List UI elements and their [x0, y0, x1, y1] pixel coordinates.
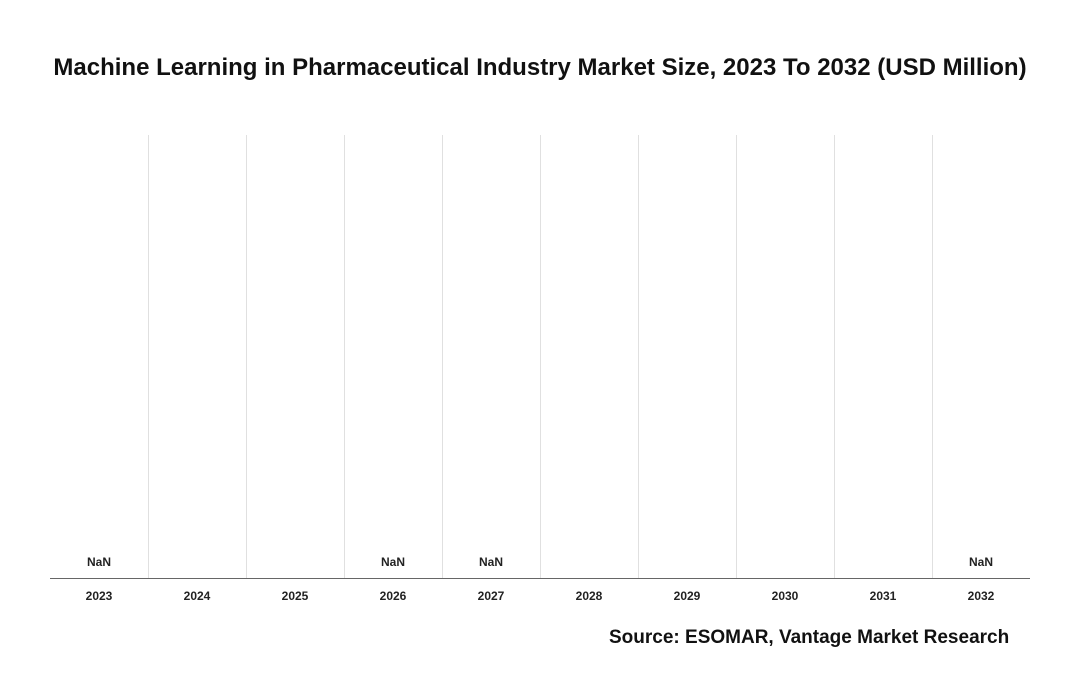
grid-line — [246, 135, 247, 578]
grid-line — [736, 135, 737, 578]
grid-line — [540, 135, 541, 578]
x-tick-label: 2026 — [380, 589, 407, 603]
x-tick-label: 2030 — [772, 589, 799, 603]
x-tick-label: 2031 — [870, 589, 897, 603]
chart-title: Machine Learning in Pharmaceutical Indus… — [0, 54, 1080, 82]
grid-line — [442, 135, 443, 578]
grid-line — [638, 135, 639, 578]
grid-line — [834, 135, 835, 578]
plot-area — [50, 135, 1030, 579]
bar-value-label: NaN — [969, 555, 993, 569]
grid-line — [344, 135, 345, 578]
x-tick-label: 2029 — [674, 589, 701, 603]
bar-value-label: NaN — [381, 555, 405, 569]
bar-value-label: NaN — [87, 555, 111, 569]
x-tick-label: 2028 — [576, 589, 603, 603]
grid-line — [148, 135, 149, 578]
bar-value-label: NaN — [479, 555, 503, 569]
x-tick-label: 2027 — [478, 589, 505, 603]
grid-line — [932, 135, 933, 578]
chart-source: Source: ESOMAR, Vantage Market Research — [609, 627, 1009, 649]
x-tick-label: 2032 — [968, 589, 995, 603]
x-tick-label: 2024 — [184, 589, 211, 603]
x-tick-label: 2023 — [86, 589, 113, 603]
x-tick-label: 2025 — [282, 589, 309, 603]
